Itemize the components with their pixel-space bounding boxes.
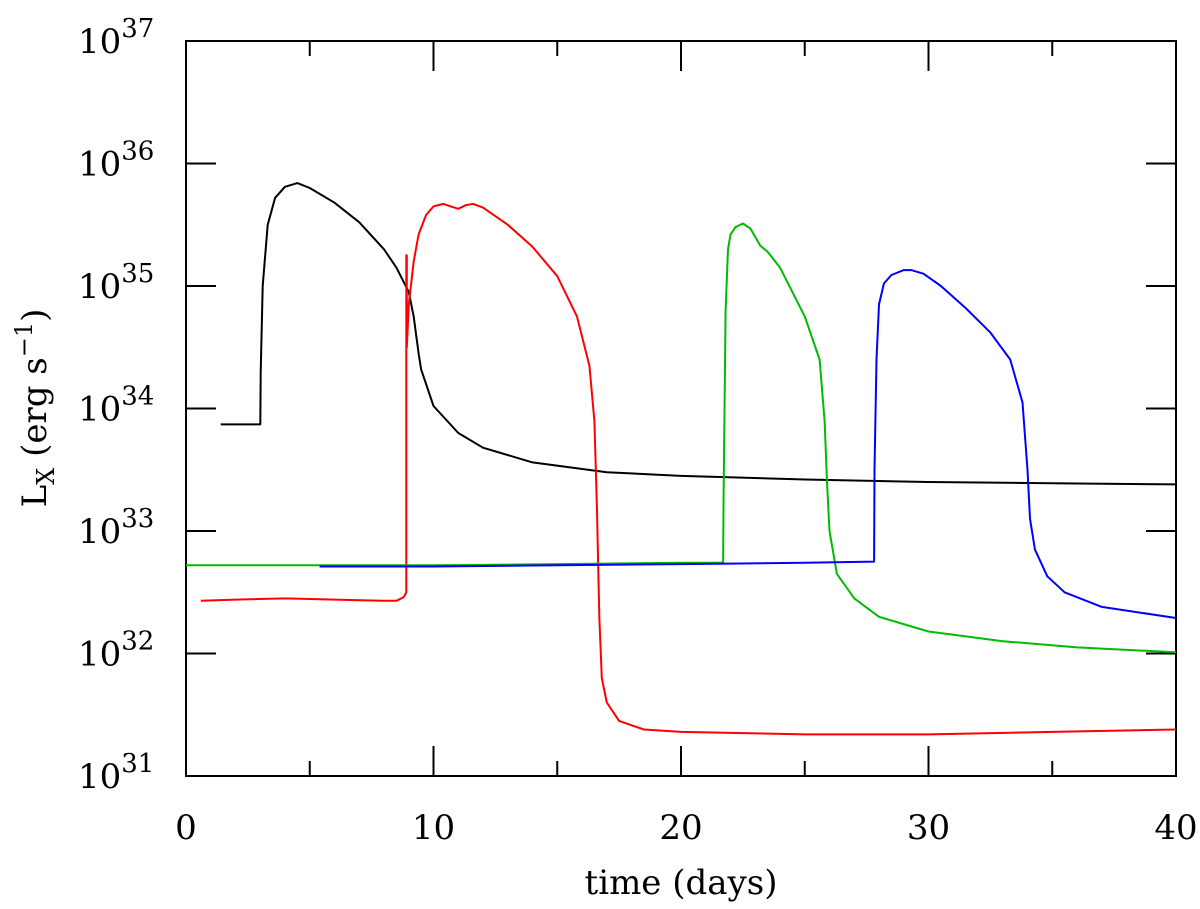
y-tick-label: 1035: [78, 259, 154, 307]
y-tick-labels: 1031 1032 1033 1034 1035 1036 1037: [78, 14, 154, 797]
series-group: [186, 182, 1177, 736]
y-label-rest: (erg s: [15, 357, 55, 467]
y-tick-label: 1034: [78, 382, 154, 430]
x-tick-label: 30: [907, 808, 950, 848]
x-tick-label: 10: [412, 808, 455, 848]
x-tick-label: 20: [659, 808, 702, 848]
y-tick-label: 1037: [78, 14, 154, 62]
y-tick-label: 1032: [78, 627, 154, 675]
y-label-sub: X: [32, 468, 60, 485]
y-label-main: L: [15, 485, 55, 508]
y-axis-label: LX (erg s−1): [10, 309, 60, 508]
x-tick-label: 0: [175, 808, 197, 848]
axis-ticks: [185, 40, 1177, 777]
plot-frame: [185, 40, 1177, 777]
y-tick-label: 1031: [78, 749, 154, 797]
y-tick-label: 1036: [78, 137, 154, 185]
x-axis-label: time (days): [585, 863, 778, 903]
y-label-sup: −1: [10, 322, 38, 357]
x-tick-labels: 0 10 20 30 40: [175, 808, 1197, 848]
series-line-3: [186, 222, 1177, 654]
x-tick-label: 40: [1154, 808, 1197, 848]
y-label-close: ): [15, 309, 55, 322]
y-tick-label: 1033: [78, 504, 154, 552]
series-line-4: [319, 269, 1177, 619]
series-line-1: [220, 182, 1177, 486]
series-line-2: [200, 202, 1177, 736]
